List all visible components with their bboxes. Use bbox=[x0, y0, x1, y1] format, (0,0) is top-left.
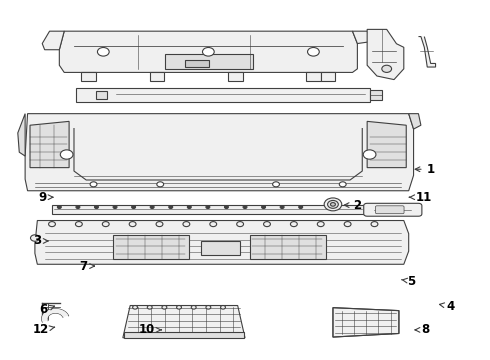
Bar bbox=[76, 88, 369, 102]
Text: 9: 9 bbox=[38, 191, 53, 204]
Circle shape bbox=[150, 206, 154, 208]
Circle shape bbox=[363, 150, 376, 159]
Polygon shape bbox=[35, 221, 409, 264]
Circle shape bbox=[49, 222, 55, 226]
Polygon shape bbox=[30, 121, 69, 168]
Circle shape bbox=[220, 306, 225, 309]
Circle shape bbox=[202, 48, 214, 56]
Circle shape bbox=[133, 306, 138, 309]
Text: 11: 11 bbox=[410, 191, 432, 204]
Polygon shape bbox=[18, 114, 25, 156]
Polygon shape bbox=[306, 72, 321, 81]
Circle shape bbox=[113, 206, 117, 208]
Circle shape bbox=[147, 306, 152, 309]
Polygon shape bbox=[333, 308, 399, 337]
Polygon shape bbox=[42, 31, 64, 50]
Text: 2: 2 bbox=[344, 199, 362, 212]
Bar bbox=[52, 205, 365, 214]
Circle shape bbox=[129, 222, 136, 226]
Circle shape bbox=[328, 201, 338, 208]
Text: 7: 7 bbox=[80, 260, 95, 273]
Circle shape bbox=[299, 206, 303, 208]
Circle shape bbox=[339, 182, 346, 187]
Bar bbox=[124, 332, 244, 338]
Circle shape bbox=[210, 222, 217, 226]
FancyBboxPatch shape bbox=[364, 203, 422, 216]
Polygon shape bbox=[352, 31, 372, 44]
Circle shape bbox=[187, 206, 191, 208]
Circle shape bbox=[60, 150, 73, 159]
Bar bbox=[96, 91, 107, 99]
Text: 12: 12 bbox=[33, 323, 54, 336]
Circle shape bbox=[191, 306, 196, 309]
Circle shape bbox=[331, 203, 335, 206]
Circle shape bbox=[224, 206, 228, 208]
Bar bbox=[201, 241, 240, 255]
Circle shape bbox=[382, 65, 392, 72]
Circle shape bbox=[262, 206, 266, 208]
Bar bbox=[250, 234, 326, 259]
Text: 1: 1 bbox=[415, 163, 435, 176]
Circle shape bbox=[98, 48, 109, 56]
Circle shape bbox=[169, 206, 172, 208]
Polygon shape bbox=[123, 306, 245, 338]
Polygon shape bbox=[81, 72, 96, 81]
Text: 3: 3 bbox=[33, 234, 48, 247]
Bar bbox=[165, 54, 253, 69]
Circle shape bbox=[291, 222, 297, 226]
Polygon shape bbox=[228, 72, 243, 81]
Circle shape bbox=[75, 222, 82, 226]
Circle shape bbox=[280, 206, 284, 208]
Polygon shape bbox=[150, 72, 164, 81]
Polygon shape bbox=[367, 30, 404, 80]
Circle shape bbox=[206, 306, 211, 309]
Circle shape bbox=[76, 206, 80, 208]
Circle shape bbox=[308, 48, 319, 56]
Circle shape bbox=[183, 222, 190, 226]
Bar bbox=[185, 60, 209, 67]
Circle shape bbox=[132, 206, 136, 208]
Circle shape bbox=[156, 222, 163, 226]
Circle shape bbox=[162, 306, 167, 309]
Circle shape bbox=[176, 306, 181, 309]
Circle shape bbox=[95, 206, 98, 208]
Polygon shape bbox=[418, 37, 436, 67]
Circle shape bbox=[272, 182, 279, 187]
Bar bbox=[113, 234, 189, 259]
Circle shape bbox=[237, 222, 244, 226]
Circle shape bbox=[102, 222, 109, 226]
FancyBboxPatch shape bbox=[375, 206, 404, 214]
Circle shape bbox=[30, 235, 39, 241]
Polygon shape bbox=[409, 114, 421, 129]
Circle shape bbox=[264, 222, 270, 226]
Polygon shape bbox=[25, 114, 414, 191]
Circle shape bbox=[243, 206, 247, 208]
Circle shape bbox=[371, 222, 378, 226]
Polygon shape bbox=[367, 121, 406, 168]
Polygon shape bbox=[42, 309, 69, 322]
Text: 6: 6 bbox=[40, 303, 54, 316]
Polygon shape bbox=[59, 31, 357, 72]
Polygon shape bbox=[321, 72, 335, 81]
Text: 5: 5 bbox=[401, 275, 415, 288]
Bar bbox=[369, 90, 382, 100]
Circle shape bbox=[324, 198, 342, 211]
Circle shape bbox=[206, 206, 210, 208]
Circle shape bbox=[344, 222, 351, 226]
Text: 4: 4 bbox=[440, 300, 454, 313]
Circle shape bbox=[90, 182, 97, 187]
Text: 8: 8 bbox=[415, 323, 430, 336]
Circle shape bbox=[57, 206, 61, 208]
Circle shape bbox=[318, 222, 324, 226]
Text: 10: 10 bbox=[139, 323, 161, 336]
Circle shape bbox=[157, 182, 164, 187]
